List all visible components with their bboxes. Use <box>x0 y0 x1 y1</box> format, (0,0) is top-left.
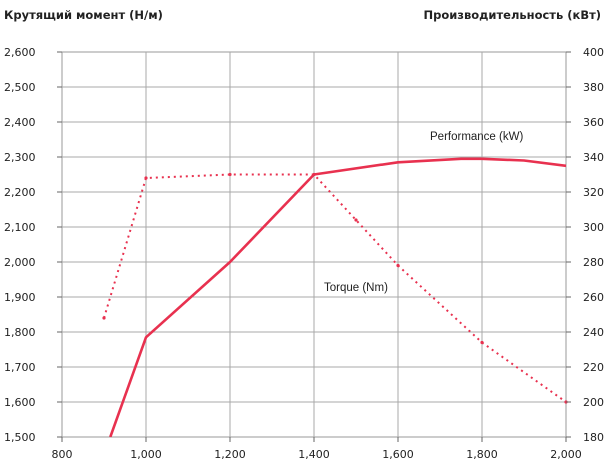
y-left-tick-label: 2,500 <box>4 81 36 94</box>
torque-point <box>228 172 232 177</box>
y-right-tick-label: 240 <box>583 326 604 339</box>
y-left-tick-label: 2,400 <box>4 116 36 129</box>
y-right-tick-label: 360 <box>583 116 604 129</box>
x-tick-label: 1,800 <box>466 448 498 461</box>
torque-point <box>312 172 316 177</box>
right-axis-title: Производительность (кВт) <box>423 8 601 22</box>
x-tick-label: 2,000 <box>550 448 582 461</box>
labels-layer: Performance (kW) Torque (Nm) <box>324 131 523 294</box>
y-left-tick-label: 2,100 <box>4 221 36 234</box>
y-right-tick-label: 300 <box>583 221 604 234</box>
left-axis-title: Крутящий момент (Н/м) <box>4 8 163 22</box>
torque-point <box>144 176 148 180</box>
torque-point <box>102 316 106 320</box>
y-right-tick-label: 380 <box>583 81 604 94</box>
y-right-tick-label: 280 <box>583 256 604 269</box>
grid <box>61 51 567 438</box>
y-left-tick-label: 1,500 <box>4 431 36 444</box>
series-label-torque: Torque (Nm) <box>324 282 388 294</box>
y-left-tick-label: 1,800 <box>4 326 36 339</box>
y-right-tick-label: 220 <box>583 361 604 374</box>
torque-point <box>480 340 484 345</box>
y-left-tick-label: 2,300 <box>4 151 36 164</box>
y-left-tick-label: 1,700 <box>4 361 36 374</box>
y-left-tick-label: 1,600 <box>4 396 36 409</box>
x-tick-label: 800 <box>52 448 73 461</box>
y-left-tick-label: 2,600 <box>4 46 36 59</box>
series-label-performance: Performance (kW) <box>430 131 523 143</box>
axis-layer: 2,600 400 2,500 380 2,400 360 2,300 340 2,200 320… <box>4 46 604 461</box>
y-right-tick-label: 260 <box>583 291 604 304</box>
y-right-tick-label: 180 <box>583 431 604 444</box>
torque-point <box>354 218 358 222</box>
torque-point <box>396 263 400 268</box>
y-left-tick-label: 2,000 <box>4 256 36 269</box>
y-right-tick-label: 400 <box>583 46 604 59</box>
x-tick-label: 1,200 <box>214 448 246 461</box>
x-tick-label: 1,400 <box>298 448 330 461</box>
y-right-tick-label: 200 <box>583 396 604 409</box>
y-left-tick-label: 2,200 <box>4 186 36 199</box>
y-right-tick-label: 340 <box>583 151 604 164</box>
x-tick-label: 1,000 <box>130 448 162 461</box>
y-left-tick-label: 1,900 <box>4 291 36 304</box>
x-tick-label: 1,600 <box>382 448 414 461</box>
y-right-tick-label: 320 <box>583 186 604 199</box>
